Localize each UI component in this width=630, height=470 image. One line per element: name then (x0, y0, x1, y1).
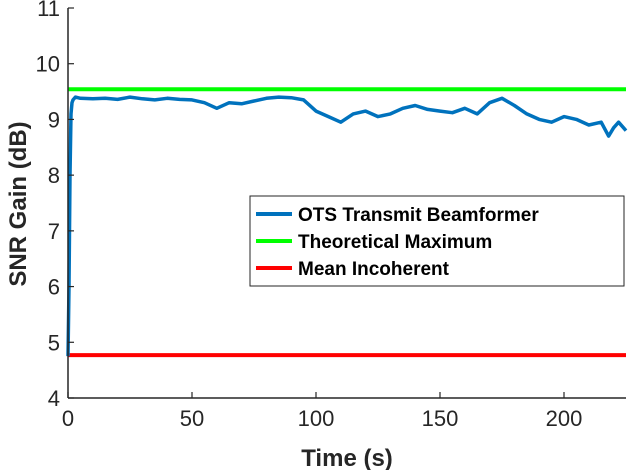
y-tick-label-6: 6 (48, 275, 60, 300)
x-axis-title: Time (s) (301, 445, 393, 470)
x-tick-label-150: 150 (422, 406, 459, 431)
series-layer (66, 87, 628, 358)
legend-label-mean-incoherent: Mean Incoherent (298, 259, 450, 280)
y-tick-label-9: 9 (48, 107, 60, 132)
ticks-layer: 0 50 100 150 200 4 5 6 7 8 9 10 11 (36, 0, 583, 431)
x-tick-label-200: 200 (546, 406, 583, 431)
y-tick-label-7: 7 (48, 219, 60, 244)
axes-layer (67, 8, 626, 399)
y-axis-title: SNR Gain (dB) (5, 121, 32, 286)
y-tick-label-5: 5 (48, 330, 60, 355)
x-tick-label-100: 100 (298, 406, 335, 431)
x-tick-label-50: 50 (180, 406, 204, 431)
y-tick-label-8: 8 (48, 163, 60, 188)
series-line-ots-transmit-beamformer (66, 95, 628, 357)
legend-label-ots-transmit-beamformer: OTS Transmit Beamformer (298, 205, 539, 226)
y-tick-label-10: 10 (36, 52, 60, 77)
y-tick-label-11: 11 (37, 0, 60, 21)
legend-label-theoretical-maximum: Theoretical Maximum (298, 232, 492, 253)
legend: OTS Transmit Beamformer Theoretical Maxi… (249, 195, 625, 287)
legend-box (249, 195, 625, 287)
y-tick-label-4: 4 (48, 386, 60, 411)
x-tick-label-0: 0 (62, 406, 74, 431)
